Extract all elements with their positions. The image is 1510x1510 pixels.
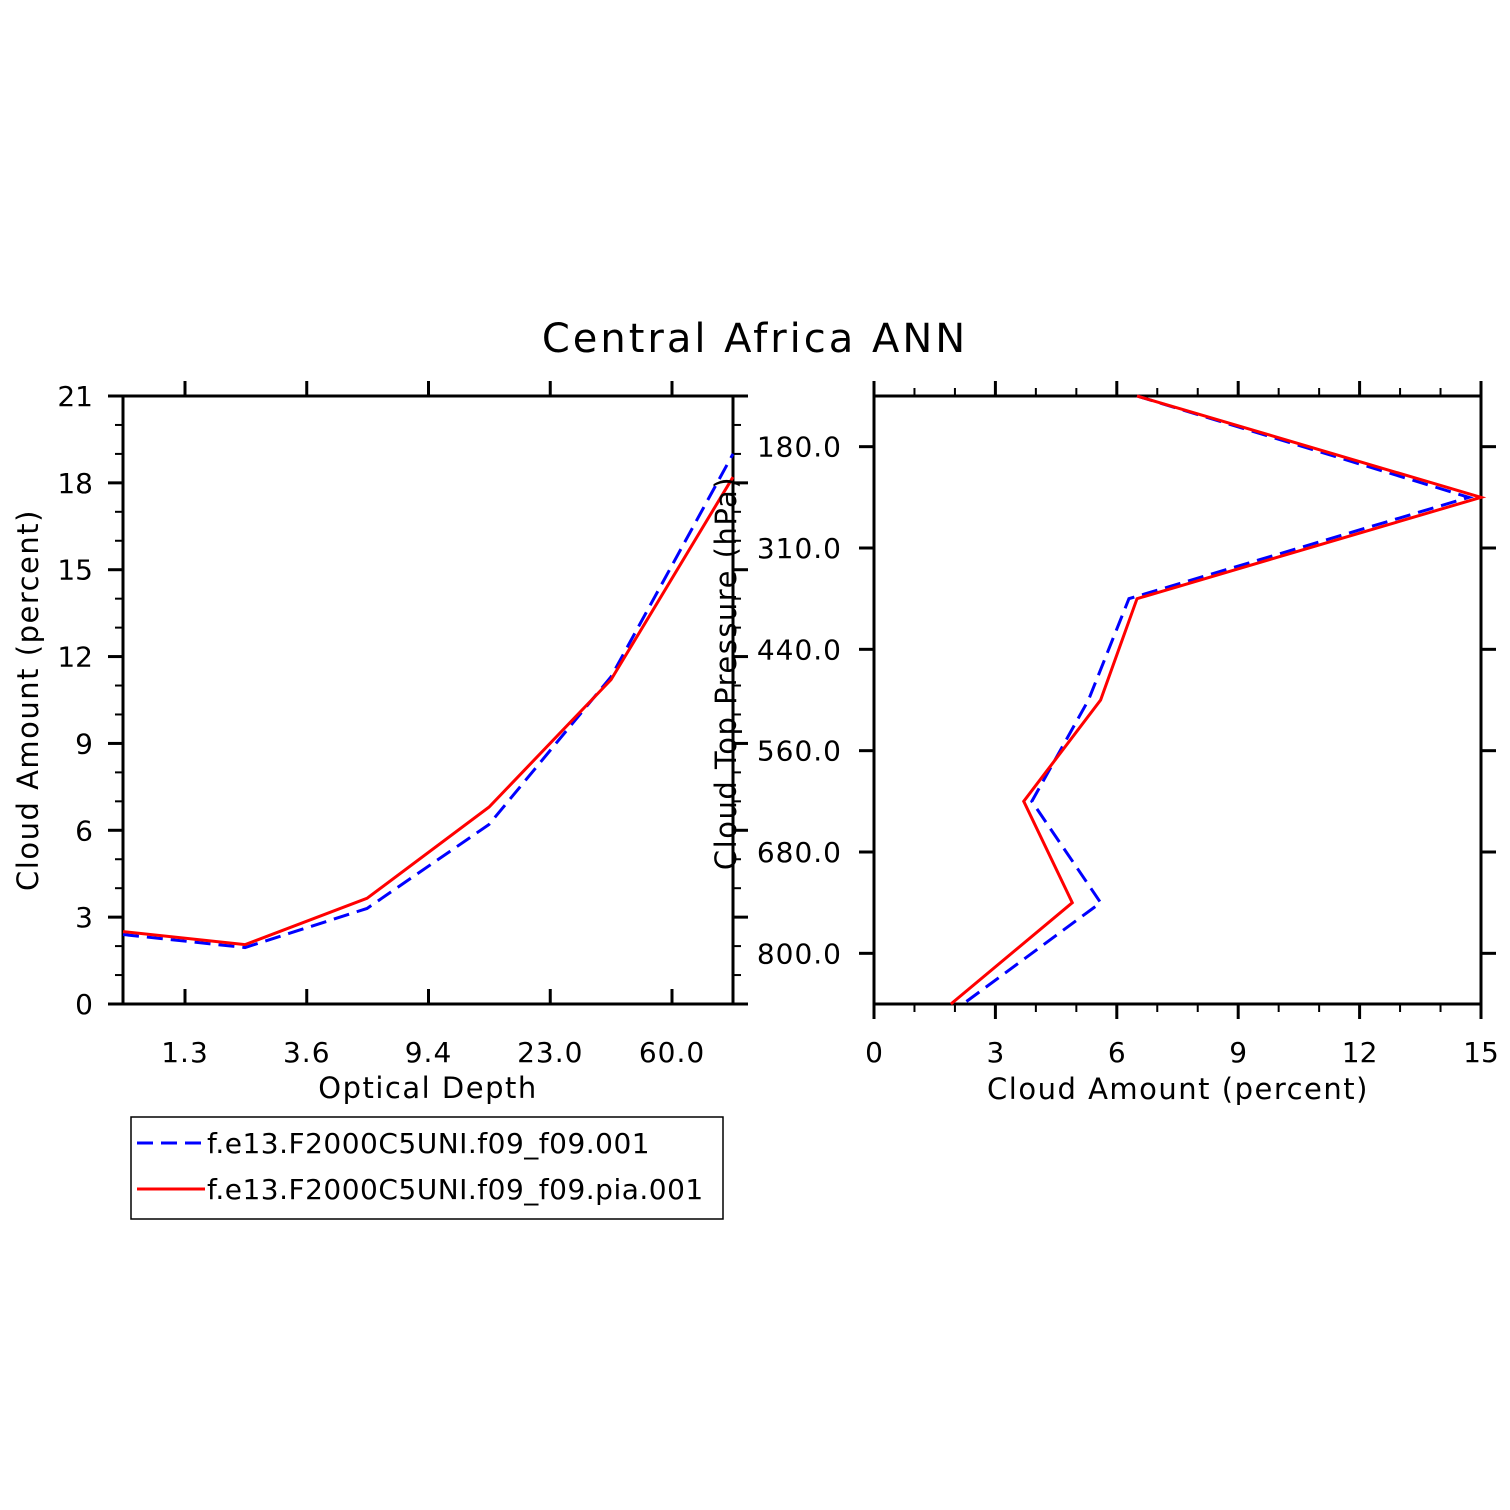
left-y-tick-label: 9 [75, 727, 93, 760]
left-panel: 1.3 3.6 9.4 23.0 60.0 0 3 6 9 12 15 18 21 Optical D… [11, 380, 748, 1105]
right-x-tick-label: 15 [1463, 1036, 1499, 1069]
left-y-tick-label: 18 [57, 467, 93, 500]
right-x-tick-labels: 0 3 6 9 12 15 [865, 1036, 1499, 1069]
right-y-tick-label: 180.0 [757, 431, 842, 464]
left-y-tick-label: 6 [75, 814, 93, 847]
legend-box [130, 1116, 724, 1220]
left-series-red [122, 476, 735, 947]
left-x-tick-label: 9.4 [405, 1036, 453, 1069]
left-x-tick-labels: 1.3 3.6 9.4 23.0 60.0 [161, 1036, 705, 1069]
left-x-tick-label: 23.0 [517, 1036, 583, 1069]
left-x-tick-label: 3.6 [283, 1036, 331, 1069]
right-y-tick-label: 310.0 [757, 532, 842, 565]
left-series [122, 453, 735, 950]
right-x-tick-label: 6 [1108, 1036, 1126, 1069]
right-y-tick-label: 800.0 [757, 937, 842, 970]
left-y-tick-label: 21 [57, 380, 93, 413]
left-y-tick-label: 0 [75, 988, 93, 1021]
right-x-tick-label: 9 [1229, 1036, 1247, 1069]
legend-label-blue: f.e13.F2000C5UNI.f09_f09.001 [207, 1127, 650, 1160]
right-ticks [859, 381, 1496, 1019]
right-x-tick-label: 0 [865, 1036, 883, 1069]
left-plot-frame [121, 394, 735, 1006]
left-ticks [108, 381, 748, 1006]
left-y-tick-label: 15 [57, 554, 93, 587]
right-y-tick-label: 440.0 [757, 633, 842, 666]
right-y-axis-label: Cloud Top Pressure (hPa) [709, 476, 743, 870]
right-plot-frame [872, 394, 1483, 1006]
right-x-axis-label: Cloud Amount (percent) [987, 1072, 1369, 1106]
chart-title: Central Africa ANN [542, 316, 968, 362]
right-y-tick-label: 560.0 [757, 735, 842, 768]
left-y-axis-label: Cloud Amount (percent) [11, 509, 45, 891]
left-y-tick-label: 3 [75, 901, 93, 934]
right-panel: 0 3 6 9 12 15 180.0310.0440.0560.0680.0800.0 … [709, 381, 1499, 1106]
right-x-tick-label: 3 [986, 1036, 1004, 1069]
right-x-tick-label: 12 [1342, 1036, 1378, 1069]
right-series [949, 394, 1487, 1006]
left-y-tick-labels: 0 3 6 9 12 15 18 21 [57, 380, 93, 1021]
left-x-tick-label: 60.0 [639, 1036, 705, 1069]
right-y-tick-label: 680.0 [757, 836, 842, 869]
left-x-axis-label: Optical Depth [318, 1071, 537, 1105]
right-series-red [949, 394, 1487, 1006]
left-y-tick-label: 12 [57, 641, 93, 674]
left-x-tick-label: 1.3 [161, 1036, 209, 1069]
legend: f.e13.F2000C5UNI.f09_f09.001 f.e13.F2000… [130, 1116, 724, 1220]
right-series-blue [962, 394, 1475, 1006]
legend-label-red: f.e13.F2000C5UNI.f09_f09.pia.001 [207, 1173, 704, 1206]
left-series-blue [122, 453, 735, 950]
right-y-tick-labels: 180.0 310.0 440.0 560.0 680.0 800.0 [757, 431, 842, 971]
